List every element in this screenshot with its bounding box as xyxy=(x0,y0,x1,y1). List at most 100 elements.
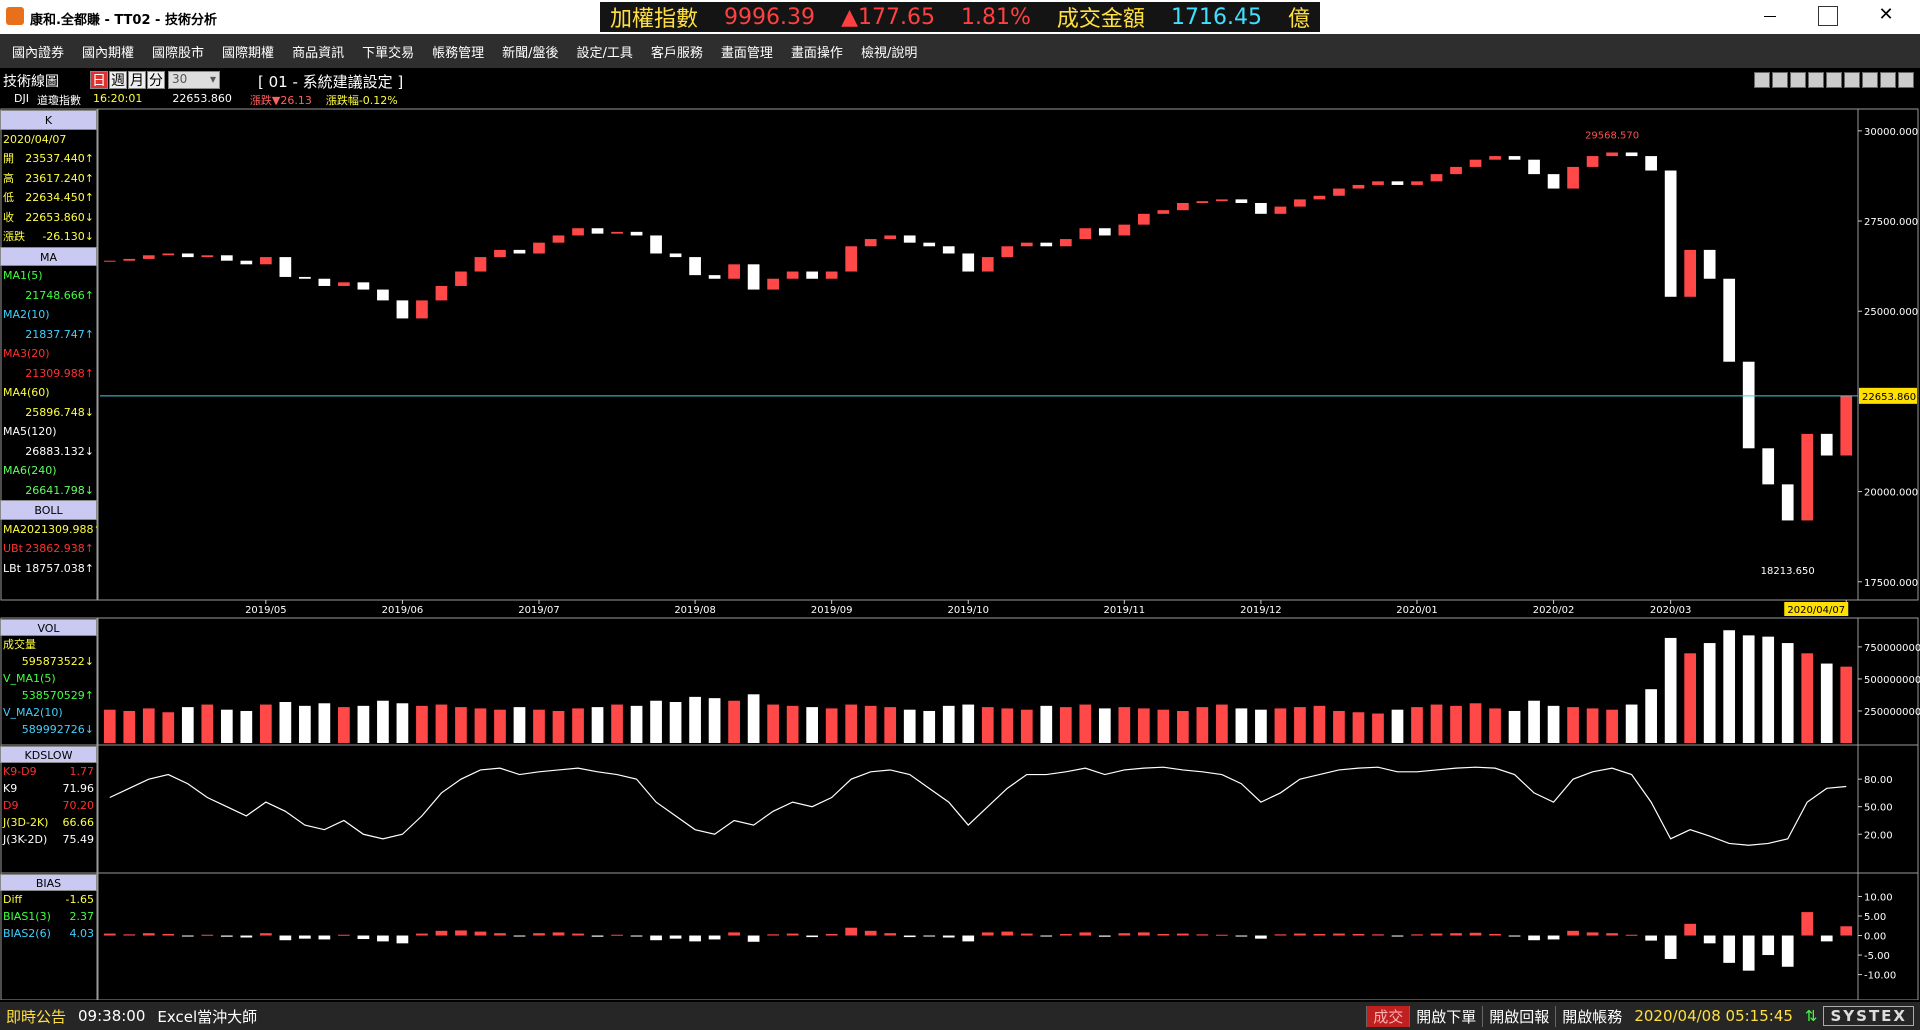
status-button[interactable]: 開啟下單 xyxy=(1409,1005,1482,1027)
menu-item[interactable]: 國際期權 xyxy=(222,45,275,61)
x-tick-label: 2019/11 xyxy=(1104,605,1146,616)
menu-item[interactable]: 客戶服務 xyxy=(650,45,703,61)
legend-label: 2020/04/07 xyxy=(3,132,67,146)
tool-button[interactable] xyxy=(1754,72,1770,88)
volume-bar xyxy=(1333,710,1345,743)
candle xyxy=(630,231,643,236)
bias-bar xyxy=(1625,934,1638,936)
tool-button[interactable] xyxy=(1862,72,1878,88)
period-button[interactable]: 日 xyxy=(90,71,108,89)
menu-item[interactable]: 畫面管理 xyxy=(720,45,773,61)
bias-bar xyxy=(630,935,643,937)
menu-item[interactable]: 國際股市 xyxy=(152,45,205,61)
bias-bar xyxy=(1177,933,1189,936)
period-button[interactable]: 月 xyxy=(128,71,146,89)
clock: 2020/04/08 05:15:45 xyxy=(1634,1007,1793,1025)
legend-row: 26641.798↓ xyxy=(0,481,97,501)
quote-change: 漲跌▼26.13 xyxy=(249,94,312,107)
legend-row: MA6(240) xyxy=(0,461,97,481)
bias-bar xyxy=(299,935,311,939)
menu-item[interactable]: 國內期權 xyxy=(82,45,135,61)
volume-bar xyxy=(357,705,370,743)
window-title: 康和.全都賺 - TT02 - 技術分析 xyxy=(30,13,217,28)
bias-bar xyxy=(825,933,838,936)
legend-label: MA4(60) xyxy=(3,386,50,399)
legend-row: MA3(20) xyxy=(0,344,97,364)
candle xyxy=(1294,199,1306,207)
menu-item[interactable]: 商品資訊 xyxy=(292,45,345,61)
candle xyxy=(1684,249,1697,297)
volume-bar xyxy=(1528,700,1540,743)
legend-row: BIAS2(6) 4.03 xyxy=(0,925,97,942)
legend-value: 589992726↓ xyxy=(21,723,94,736)
minimize-button[interactable] xyxy=(1760,6,1780,26)
menu-item[interactable]: 帳務管理 xyxy=(432,45,485,61)
legend-row: LBt 18757.038↑ xyxy=(0,559,97,579)
volume-bar xyxy=(1352,712,1365,743)
candle xyxy=(533,242,545,254)
bias-bar xyxy=(1703,935,1716,944)
app-icon xyxy=(6,7,24,25)
menu-item[interactable]: 設定/工具 xyxy=(576,45,633,61)
tool-button[interactable] xyxy=(1808,72,1824,88)
tool-button[interactable] xyxy=(1826,72,1842,88)
bias-bar xyxy=(1274,934,1287,936)
volume-bar xyxy=(1118,707,1131,743)
status-button[interactable]: 開啟回報 xyxy=(1482,1005,1555,1027)
menu-item[interactable]: 下單交易 xyxy=(362,45,415,61)
menu-item[interactable]: 畫面操作 xyxy=(790,45,843,61)
bias-bar xyxy=(474,931,487,936)
y-tick-label: 750000000 xyxy=(1864,643,1920,654)
volume-bar xyxy=(962,704,975,743)
menu-item[interactable]: 國內證券 xyxy=(12,45,65,61)
legend-row: Diff -1.65 xyxy=(0,891,97,908)
x-tick-label: 2019/05 xyxy=(245,605,287,616)
volume-bar xyxy=(1255,709,1267,743)
candle xyxy=(1489,156,1501,160)
volume-bar xyxy=(338,707,350,743)
candle xyxy=(611,231,623,234)
status-button[interactable]: 開啟帳務 xyxy=(1555,1005,1628,1027)
bias-bar xyxy=(767,934,779,936)
close-button[interactable]: ✕ xyxy=(1878,4,1894,25)
menu-item[interactable]: 新聞/盤後 xyxy=(502,45,559,61)
candle xyxy=(572,228,584,236)
bias-bar xyxy=(572,933,584,936)
bias-bar xyxy=(1059,933,1072,936)
bias-bar xyxy=(981,932,994,936)
status-button[interactable]: 成交 xyxy=(1366,1005,1410,1027)
count-select[interactable]: 30 ▾ xyxy=(168,71,220,89)
tool-button[interactable] xyxy=(1772,72,1788,88)
bias-bar xyxy=(1001,931,1014,936)
tool-button[interactable] xyxy=(1898,72,1914,88)
y-tick-label: 50.00 xyxy=(1864,803,1893,814)
bias-bar xyxy=(201,934,214,936)
legend-row: 25896.748↓ xyxy=(0,403,97,423)
candle xyxy=(1469,159,1482,167)
tool-button[interactable] xyxy=(1880,72,1896,88)
legend-value: 23862.938↑ xyxy=(25,542,94,555)
legend-row: 高 23617.240↑ xyxy=(0,169,97,189)
bias-bar xyxy=(1664,935,1677,959)
menu-item[interactable]: 檢視/說明 xyxy=(860,45,918,61)
notice[interactable]: 即時公告 xyxy=(6,1007,67,1026)
period-button[interactable]: 週 xyxy=(109,71,127,89)
volume-bar xyxy=(1723,630,1736,743)
volume-bar xyxy=(494,709,506,743)
volume-bar xyxy=(806,707,819,743)
bias-bar xyxy=(416,933,428,936)
restore-button[interactable] xyxy=(1818,6,1838,26)
tool-button[interactable] xyxy=(1790,72,1806,88)
volume-bar xyxy=(1137,708,1150,743)
bias-bar xyxy=(864,930,877,936)
volume-bar xyxy=(299,705,311,743)
status-bar: 即時公告 09:38:00 Excel當沖大師 成交 開啟下單 開啟回報 開啟帳務 2… xyxy=(0,1002,1920,1030)
tool-button[interactable] xyxy=(1844,72,1860,88)
candle xyxy=(220,255,233,261)
period-button[interactable]: 分 xyxy=(147,71,165,89)
candle xyxy=(279,257,292,277)
bias-bar xyxy=(533,933,545,936)
candle xyxy=(1137,213,1150,225)
bias-bar xyxy=(1294,933,1306,936)
